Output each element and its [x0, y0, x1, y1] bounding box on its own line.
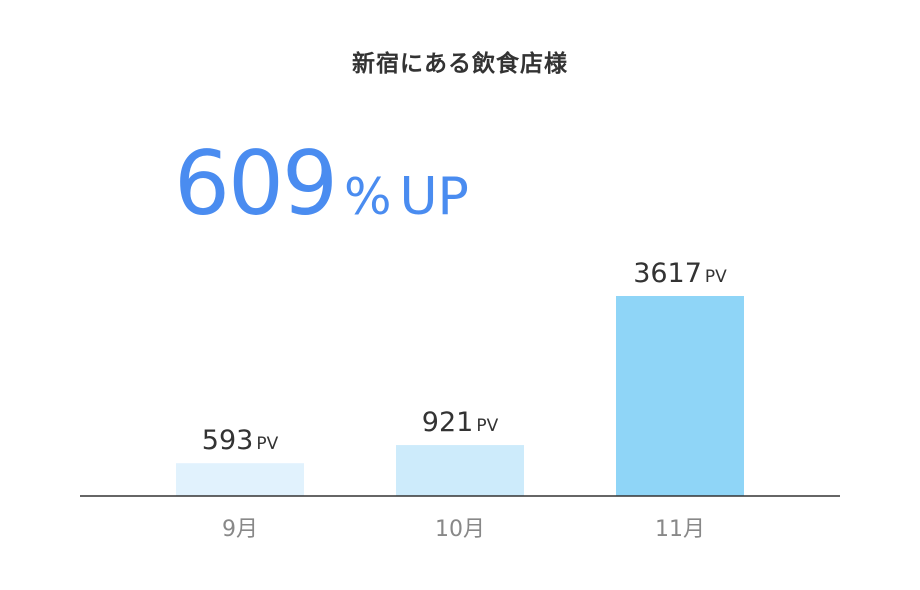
percent-sign: % — [343, 168, 392, 226]
bar-1 — [176, 463, 304, 496]
up-label: UP — [399, 167, 469, 227]
bar-value-label: 593 PV — [202, 425, 279, 456]
chart-title: 新宿にある飲食店様 — [352, 51, 568, 77]
bar-value-label: 3617 PV — [633, 258, 727, 289]
x-tick-label: 9月 — [222, 517, 258, 542]
bar-value-label: 921 PV — [422, 407, 499, 438]
growth-percentage-value: 609 — [174, 132, 338, 235]
bar-2 — [396, 445, 524, 496]
x-tick-label: 11月 — [655, 517, 705, 542]
bar-3 — [616, 296, 744, 496]
x-tick-label: 10月 — [435, 517, 485, 542]
growth-headline: 609% UP — [174, 140, 469, 228]
